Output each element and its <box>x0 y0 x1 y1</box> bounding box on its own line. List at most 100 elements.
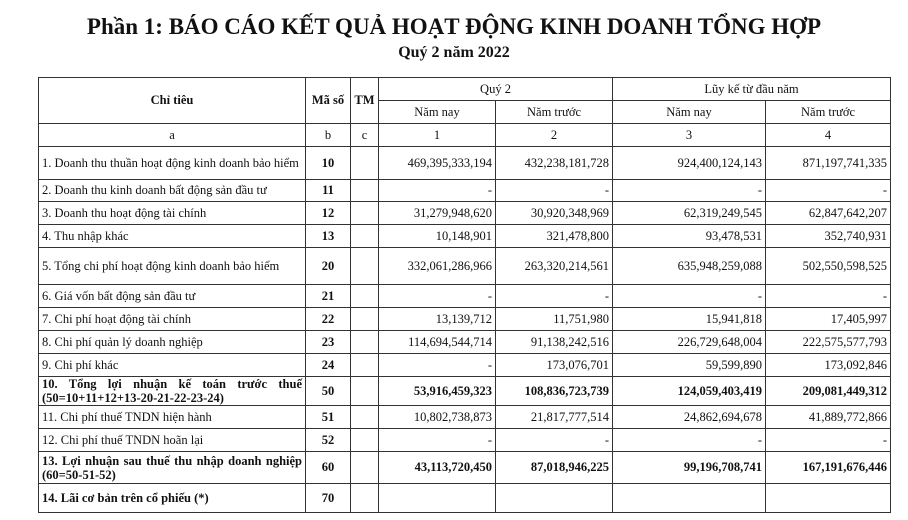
row-value: 24,862,694,678 <box>612 405 766 429</box>
row-label: 14. Lãi cơ bản trên cổ phiếu (*) <box>38 483 306 513</box>
row-tm <box>350 353 379 377</box>
row-value: 222,575,577,793 <box>765 330 891 354</box>
table-row: 3. Doanh thu hoạt động tài chính 12 31,279… <box>38 201 891 225</box>
row-label: 5. Tổng chi phí hoạt động kinh doanh bảo… <box>38 247 306 285</box>
table-row: 10. Tổng lợi nhuận kế toán trước thuế (5… <box>38 376 891 406</box>
row-value: 469,395,333,194 <box>378 146 496 180</box>
row-tm <box>350 146 379 180</box>
row-value: 10,148,901 <box>378 224 496 248</box>
row-code: 50 <box>305 376 351 406</box>
header-quy2: Quý 2 <box>378 77 613 101</box>
row-label: 10. Tổng lợi nhuận kế toán trước thuế (5… <box>38 376 306 406</box>
row-value: - <box>765 428 891 452</box>
row-code: 10 <box>305 146 351 180</box>
row-code: 12 <box>305 201 351 225</box>
row-label: 7. Chi phí hoạt động tài chính <box>38 307 306 331</box>
index-cell: 4 <box>765 123 891 147</box>
row-code: 51 <box>305 405 351 429</box>
header-nam-nay: Năm nay <box>612 100 766 124</box>
row-tm <box>350 405 379 429</box>
row-value: 108,836,723,739 <box>495 376 613 406</box>
row-value: - <box>765 179 891 202</box>
header-luy-ke: Lũy kế từ đầu năm <box>612 77 891 101</box>
row-code: 13 <box>305 224 351 248</box>
row-value: - <box>612 179 766 202</box>
index-cell: c <box>350 123 379 147</box>
table-row: 8. Chi phí quản lý doanh nghiệp 23 114,694… <box>38 330 891 354</box>
row-value <box>612 483 766 513</box>
row-tm <box>350 483 379 513</box>
row-tm <box>350 224 379 248</box>
row-tm <box>350 247 379 285</box>
row-label: 2. Doanh thu kinh doanh bất động sản đầu… <box>38 179 306 202</box>
row-value: 10,802,738,873 <box>378 405 496 429</box>
index-cell: 3 <box>612 123 766 147</box>
row-code: 60 <box>305 451 351 484</box>
header-nam-truoc: Năm trước <box>495 100 613 124</box>
row-value: 209,081,449,312 <box>765 376 891 406</box>
row-value: - <box>378 284 496 308</box>
index-cell: 1 <box>378 123 496 147</box>
header-ma-so: Mã số <box>305 77 351 124</box>
row-label: 9. Chi phí khác <box>38 353 306 377</box>
table-row: 9. Chi phí khác 24 -173,076,701 59,599,890 1… <box>38 353 891 377</box>
table-row: 7. Chi phí hoạt động tài chính 22 13,139,7… <box>38 307 891 331</box>
row-code: 20 <box>305 247 351 285</box>
index-cell: 2 <box>495 123 613 147</box>
row-tm <box>350 307 379 331</box>
row-code: 52 <box>305 428 351 452</box>
row-label: 13. Lợi nhuận sau thuế thu nhập doanh ng… <box>38 451 306 484</box>
table-row: 11. Chi phí thuế TNDN hiện hành 51 10,802,… <box>38 405 891 429</box>
row-value: 87,018,946,225 <box>495 451 613 484</box>
row-value: - <box>612 284 766 308</box>
row-value: 173,092,846 <box>765 353 891 377</box>
row-value: 13,139,712 <box>378 307 496 331</box>
row-tm <box>350 201 379 225</box>
table-row: 5. Tổng chi phí hoạt động kinh doanh bảo… <box>38 247 891 285</box>
row-value: - <box>378 353 496 377</box>
row-value: 263,320,214,561 <box>495 247 613 285</box>
row-value: 15,941,818 <box>612 307 766 331</box>
row-value: 173,076,701 <box>495 353 613 377</box>
row-code: 11 <box>305 179 351 202</box>
row-value: 226,729,648,004 <box>612 330 766 354</box>
row-value <box>495 483 613 513</box>
row-value: - <box>495 284 613 308</box>
row-value: 11,751,980 <box>495 307 613 331</box>
row-label: 12. Chi phí thuế TNDN hoãn lại <box>38 428 306 452</box>
row-tm <box>350 179 379 202</box>
row-tm <box>350 428 379 452</box>
row-value: 41,889,772,866 <box>765 405 891 429</box>
row-value: - <box>765 284 891 308</box>
row-value: 502,550,598,525 <box>765 247 891 285</box>
row-value: 59,599,890 <box>612 353 766 377</box>
row-label: 4. Thu nhập khác <box>38 224 306 248</box>
row-label: 8. Chi phí quản lý doanh nghiệp <box>38 330 306 354</box>
row-value: 91,138,242,516 <box>495 330 613 354</box>
row-code: 22 <box>305 307 351 331</box>
table-row: 2. Doanh thu kinh doanh bất động sản đầu… <box>38 179 891 202</box>
row-value: - <box>378 179 496 202</box>
row-value <box>765 483 891 513</box>
row-value <box>378 483 496 513</box>
table-row: 12. Chi phí thuế TNDN hoãn lại 52- - - - <box>38 428 891 452</box>
index-cell: a <box>38 123 306 147</box>
row-value: 321,478,800 <box>495 224 613 248</box>
row-tm <box>350 284 379 308</box>
table-row: 1. Doanh thu thuần hoạt động kinh doanh … <box>38 146 891 180</box>
row-value: 17,405,997 <box>765 307 891 331</box>
row-tm <box>350 330 379 354</box>
row-value: 53,916,459,323 <box>378 376 496 406</box>
row-value: - <box>378 428 496 452</box>
row-value: 21,817,777,514 <box>495 405 613 429</box>
income-statement-table: Chỉ tiêu Mã số TM Quý 2 Lũy kế từ đầu nă… <box>38 77 891 513</box>
row-value: 114,694,544,714 <box>378 330 496 354</box>
row-value: 62,847,642,207 <box>765 201 891 225</box>
table-row: 6. Giá vốn bất động sản đầu tư 21- - - - <box>38 284 891 308</box>
table-row: 14. Lãi cơ bản trên cổ phiếu (*) 70 <box>38 483 891 513</box>
header-nam-nay: Năm nay <box>378 100 496 124</box>
row-value: 635,948,259,088 <box>612 247 766 285</box>
row-value: - <box>495 179 613 202</box>
row-value: 332,061,286,966 <box>378 247 496 285</box>
row-tm <box>350 451 379 484</box>
